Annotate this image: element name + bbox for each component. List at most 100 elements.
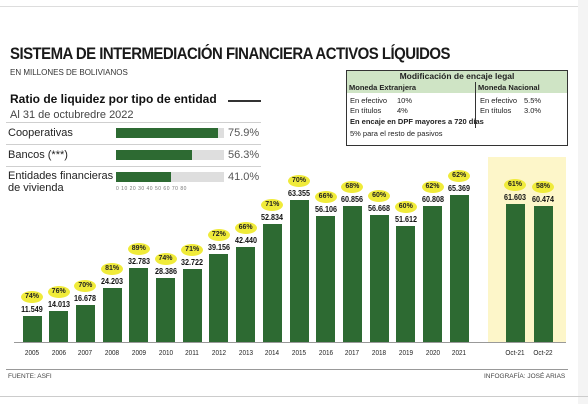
year-label: 2005 [24, 348, 40, 357]
bar-2019 [396, 226, 416, 342]
chart-subtitle: EN MILLONES DE BOLIVIANOS [10, 68, 128, 77]
percent-bubble: 71% [181, 243, 204, 256]
bar-2018 [369, 214, 389, 342]
value-label: 42.440 [234, 235, 257, 245]
year-label: 2006 [51, 348, 66, 357]
moneda-extranjera-header: Moneda Extranjera [347, 82, 475, 93]
ratio-bar [116, 172, 172, 182]
bar-2013 [236, 246, 256, 342]
encaje-divider [475, 82, 476, 128]
year-label: 2012 [211, 348, 226, 357]
value-label: 65.369 [448, 184, 471, 194]
ratio-percent: 75.9% [228, 127, 260, 139]
year-label: 2014 [265, 348, 280, 357]
mn-titulos-value: 3.0% [524, 106, 542, 115]
ratio-label: Bancos (***) [8, 149, 68, 161]
dpf-note: En encaje en DPF mayores a 720 días [350, 117, 484, 126]
percent-bubble: 74% [154, 253, 177, 266]
bar-2015 [289, 199, 309, 342]
bar-2012 [209, 254, 229, 342]
percent-bubble: 66% [234, 221, 257, 234]
moneda-nacional-header: Moneda Nacional [476, 82, 567, 93]
year-label: 2021 [452, 348, 467, 357]
value-label: 24.203 [101, 276, 124, 286]
ratio-track [116, 172, 224, 182]
year-label: 2008 [105, 348, 120, 357]
percent-bubble: 60% [368, 189, 391, 202]
mn-efectivo-label: En efectivo [480, 96, 518, 105]
value-label: 51.612 [394, 215, 417, 225]
percent-bubble: 62% [421, 180, 444, 193]
bar-2017 [342, 205, 362, 342]
percent-bubble: 68% [341, 180, 364, 193]
mn-efectivo-value: 5.5% [524, 96, 542, 105]
encaje-title: Modificación de encaje legal [347, 71, 567, 82]
ratio-percent: 41.0% [228, 171, 260, 183]
bar-Oct-21 [505, 203, 525, 342]
percent-bubble: 81% [101, 262, 124, 275]
mn-titulos-label: En títulos [480, 106, 512, 115]
ratio-track [116, 128, 224, 138]
bar-2008 [102, 287, 122, 342]
value-label: 16.678 [74, 293, 97, 303]
bar-2021 [449, 195, 469, 342]
year-label: 2016 [318, 348, 333, 357]
credit-note: INFOGRAFÍA: JOSÉ ARIAS [484, 373, 566, 380]
value-label: 14.013 [47, 299, 70, 309]
value-label: 56.106 [314, 205, 337, 215]
bar-Oct-22 [533, 206, 553, 342]
value-label: 56.668 [368, 203, 391, 213]
footer-rule [6, 369, 568, 370]
ratio-bar [116, 128, 219, 138]
chart-baseline [14, 342, 566, 343]
me-titulos-value: 4% [397, 106, 408, 115]
ratio-bar [116, 150, 192, 160]
page-edge [578, 0, 588, 404]
bar-2016 [316, 216, 336, 342]
percent-bubble: 58% [532, 181, 554, 194]
ratio-title-rule [228, 100, 261, 102]
value-label: 32.722 [181, 257, 204, 267]
ratio-row-vivienda: Entidades financieras de vivienda 41.0% [6, 166, 261, 194]
year-label: 2007 [78, 348, 93, 357]
october-comparison-highlight [488, 157, 566, 343]
year-label: Oct-21 [505, 348, 525, 357]
ratio-title: Ratio de liquidez por tipo de entidad [10, 92, 217, 106]
bar-2010 [156, 278, 175, 342]
ratio-track [116, 150, 224, 160]
top-border [0, 0, 588, 7]
value-label: 52.834 [261, 212, 284, 222]
bar-2006 [49, 310, 69, 342]
year-label: 2015 [291, 348, 307, 357]
value-label: 63.355 [287, 188, 311, 198]
year-label: 2020 [425, 348, 440, 357]
bar-2009 [129, 268, 149, 342]
value-label: 11.549 [21, 305, 43, 315]
bottom-rule [0, 396, 588, 397]
percent-bubble: 60% [394, 201, 417, 214]
year-label: Oct-22 [533, 348, 553, 357]
percent-bubble: 89% [127, 243, 150, 256]
year-label: 2017 [345, 348, 360, 357]
year-label: 2013 [238, 348, 253, 357]
ratio-percent: 56.3% [228, 149, 260, 161]
bar-2007 [75, 304, 95, 342]
percent-bubble: 76% [47, 285, 70, 298]
percent-bubble: 71% [261, 198, 284, 211]
ratio-label: Cooperativas [8, 127, 73, 139]
chart-title: SISTEMA DE INTERMEDIACIÓN FINANCIERA ACT… [10, 44, 450, 63]
year-label: 2019 [398, 348, 413, 357]
percent-bubble: 70% [288, 174, 310, 187]
year-label: 2018 [372, 348, 387, 357]
bar-2020 [423, 205, 442, 342]
bar-2005 [22, 316, 42, 342]
source-note: FUENTE: ASFI [8, 373, 52, 380]
bar-2014 [262, 223, 282, 342]
value-label: 60.856 [341, 194, 364, 204]
percent-bubble: 74% [21, 291, 43, 304]
year-label: 2009 [131, 348, 146, 357]
value-label: 39.156 [207, 243, 230, 253]
value-label: 28.386 [154, 267, 177, 277]
percent-bubble: 72% [207, 229, 230, 242]
value-label: 32.783 [127, 257, 150, 267]
